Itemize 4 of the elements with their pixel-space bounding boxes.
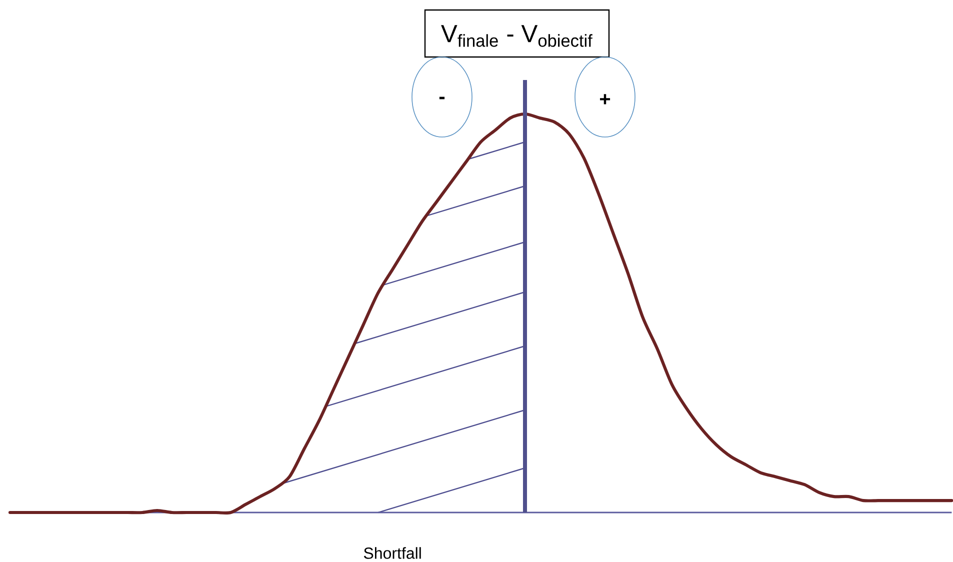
text: Shortfall bbox=[364, 547, 421, 559]
chart-title: V$_{finale}$ - V$_{obiectif}$ bbox=[441, 25, 592, 47]
text: - bbox=[439, 96, 445, 100]
text: + bbox=[600, 94, 610, 104]
